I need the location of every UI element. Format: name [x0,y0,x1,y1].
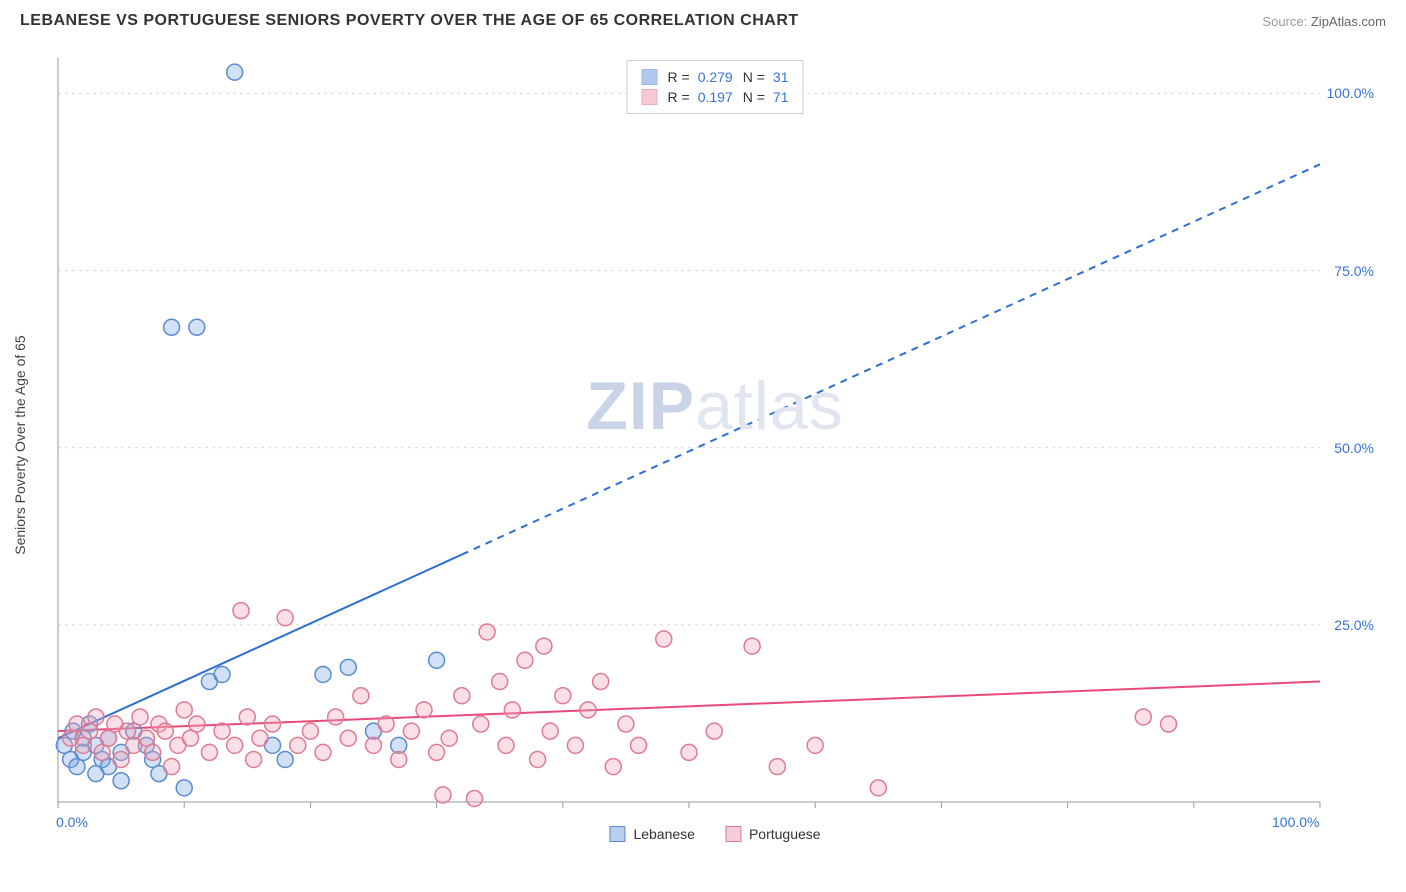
legend-label: Lebanese [633,826,695,842]
chart-title: LEBANESE VS PORTUGUESE SENIORS POVERTY O… [20,12,799,30]
legend-r: R =0.197 [668,89,733,105]
legend-row: R =0.197 N =71 [642,87,789,107]
legend-item: Lebanese [609,826,695,842]
legend-row: R =0.279 N =31 [642,67,789,87]
correlation-legend: R =0.279 N =31 R =0.197 N =71 [627,60,804,114]
source-value: ZipAtlas.com [1311,14,1386,29]
y-tick-label: 50.0% [1334,440,1374,456]
y-tick-label: 25.0% [1334,617,1374,633]
y-tick-label: 75.0% [1334,263,1374,279]
x-tick-label: 0.0% [56,814,88,830]
legend-label: Portuguese [749,826,821,842]
legend-swatch [609,826,625,842]
legend-n: N =71 [743,89,789,105]
legend-swatch [725,826,741,842]
series-legend: Lebanese Portuguese [609,826,820,842]
y-tick-label: 100.0% [1327,85,1374,101]
chart-source: Source: ZipAtlas.com [1262,14,1386,29]
legend-item: Portuguese [725,826,821,842]
legend-swatch [642,89,658,105]
scatter-plot [50,50,1380,840]
legend-r: R =0.279 [668,69,733,85]
chart-header: LEBANESE VS PORTUGUESE SENIORS POVERTY O… [0,0,1406,38]
legend-n: N =31 [743,69,789,85]
legend-swatch [642,69,658,85]
source-label: Source: [1262,14,1307,29]
chart-area: Seniors Poverty Over the Age of 65 ZIPat… [50,50,1380,840]
y-axis-label: Seniors Poverty Over the Age of 65 [12,335,28,554]
x-tick-label: 100.0% [1272,814,1319,830]
